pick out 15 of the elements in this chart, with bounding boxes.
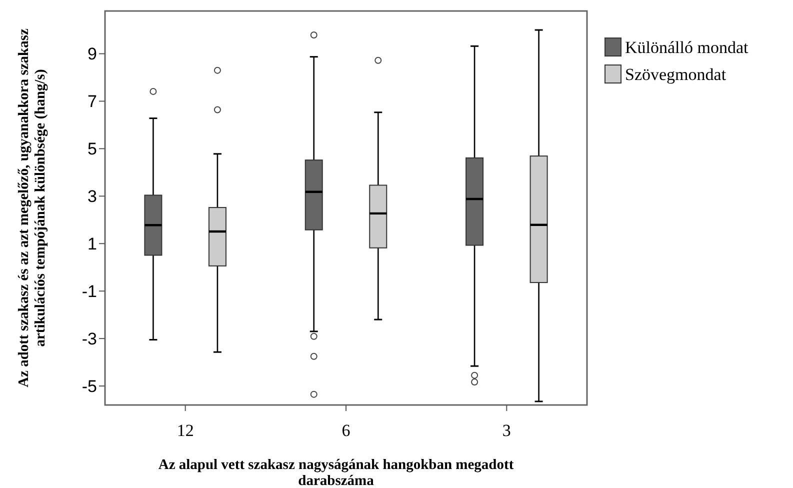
- y-axis-title: Az adott szakasz és az azt megelőző, ugyanakkora szakasz artikulációs tempójának különbsége (hang/s): [16, 28, 48, 388]
- x-axis-title: Az alapul vett szakasz nagyságának hangokban megadott darabszáma: [158, 457, 514, 488]
- y-tick-label: 1: [88, 234, 97, 254]
- y-tick-label: 7: [88, 92, 97, 112]
- y-tick-label: 5: [88, 140, 97, 159]
- y-tick-label: -1: [82, 282, 97, 302]
- x-tick-label: 6: [342, 421, 350, 440]
- y-tick-label: -3: [82, 329, 97, 348]
- x-tick-label: 3: [502, 421, 511, 440]
- legend-label: Szövegmondat: [625, 64, 726, 84]
- y-tick-label: 9: [88, 44, 97, 64]
- legend-label: Különálló mondat: [625, 38, 749, 57]
- y-tick-label: -5: [82, 376, 97, 396]
- y-tick-label: 3: [88, 187, 97, 206]
- x-tick-label: 12: [176, 421, 194, 440]
